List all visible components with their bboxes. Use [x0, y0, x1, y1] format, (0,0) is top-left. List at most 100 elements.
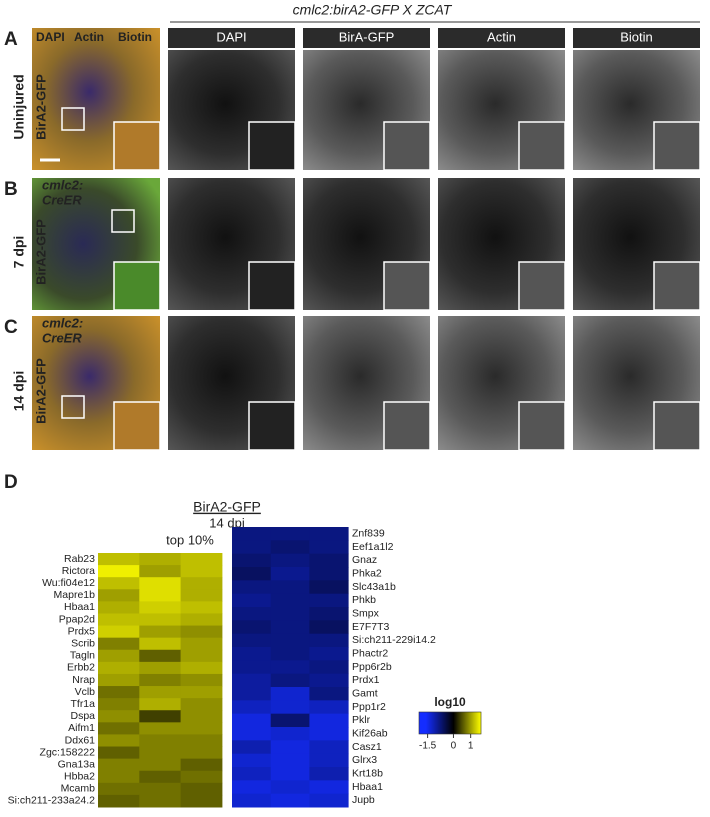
channel-header-box	[573, 28, 700, 48]
heatmap-cell	[139, 734, 182, 748]
heatmap-cell	[270, 780, 310, 795]
heatmap-cell	[270, 660, 310, 675]
channel-inset	[653, 121, 701, 171]
colorbar-step	[467, 712, 469, 734]
overlay-channel: Actin	[74, 30, 104, 44]
gene-label: Dspa	[70, 710, 95, 722]
heatmap-cell	[98, 613, 140, 627]
heatmap-cell	[180, 794, 223, 808]
driver-label: CreER	[42, 192, 82, 207]
overlay-inset	[113, 261, 161, 311]
heatmap-cell	[270, 673, 310, 688]
colorbar-step	[453, 712, 455, 734]
driver-label: cmlc2:	[42, 177, 83, 192]
gene-label: Pklr	[352, 714, 371, 726]
heatmap-cell	[232, 633, 272, 648]
gene-label: Eef1a1l2	[352, 541, 394, 553]
colorbar-step	[457, 712, 459, 734]
driver-label: CreER	[42, 330, 82, 345]
heatmap-cell	[270, 647, 310, 661]
gene-label: Si:ch211-229i14.2	[352, 634, 436, 646]
heatmap-cell	[180, 601, 223, 614]
roi-box	[61, 107, 85, 131]
colorbar-step	[456, 712, 458, 734]
heatmap-cell	[98, 698, 140, 711]
channel-inset	[248, 401, 296, 451]
heatmap-cell	[180, 746, 223, 760]
heatmap-cell	[98, 625, 140, 639]
channel-header: Biotin	[620, 29, 653, 44]
heatmap-cell	[180, 782, 223, 796]
heatmap-cell	[98, 637, 140, 651]
heatmap-cell	[270, 793, 310, 808]
heatmap-cell	[98, 661, 140, 675]
colorbar-step	[441, 712, 443, 734]
gene-label: Erbb2	[67, 662, 95, 674]
heatmap-cell	[270, 740, 310, 755]
panel-letter: A	[4, 29, 18, 50]
roi-box	[61, 395, 85, 419]
gene-label: Glrx3	[352, 754, 377, 766]
gene-label: Phactr2	[352, 647, 388, 659]
roi-box	[111, 209, 135, 233]
heatmap-cell	[232, 700, 272, 715]
heatmap-cell	[309, 580, 349, 595]
colorbar-step	[462, 712, 464, 734]
gene-label: Ppap2d	[59, 613, 95, 625]
colorbar-step	[463, 712, 465, 734]
colorbar-step	[466, 712, 468, 734]
heatmap-cell	[309, 753, 349, 768]
channel-header-box	[438, 28, 565, 48]
heatmap-cell	[232, 527, 272, 541]
colorbar-step	[455, 712, 457, 734]
gene-label: Rab23	[64, 553, 95, 565]
heatmap-cell	[98, 565, 140, 578]
heatmap-cell	[139, 722, 182, 735]
channel-inset	[383, 121, 431, 171]
heatmap-cell	[270, 540, 310, 555]
heatmap-cell	[180, 710, 223, 723]
colorbar-step	[436, 712, 438, 734]
heatmap-cell	[270, 553, 310, 568]
gene-label: Mapre1b	[54, 589, 96, 601]
colorbar-step	[476, 712, 478, 734]
heatmap-cell	[309, 553, 349, 568]
heatmap-cell	[139, 673, 182, 687]
channel-inset	[518, 121, 566, 171]
heatmap-cell	[309, 673, 349, 688]
colorbar-step	[443, 712, 445, 734]
colorbar-step	[432, 712, 434, 734]
channel-inset	[653, 261, 701, 311]
heatmap-cell	[180, 613, 223, 627]
gene-label: E7F7T3	[352, 621, 390, 633]
colorbar-step	[460, 712, 462, 734]
channel-inset	[248, 121, 296, 171]
heatmap-cell	[270, 593, 310, 608]
heatmap-cell	[180, 722, 223, 735]
channel-inset	[248, 261, 296, 311]
gene-label: Nrap	[72, 674, 95, 686]
colorbar-step	[464, 712, 466, 734]
heatmap-cell	[270, 607, 310, 621]
gene-label: Ddx61	[65, 734, 96, 746]
colorbar-step	[422, 712, 424, 734]
colorbar-step	[427, 712, 429, 734]
heatmap-cell	[232, 687, 272, 701]
heatmap-cell	[270, 767, 310, 781]
heatmap-cell	[139, 661, 182, 675]
heatmap-cell	[98, 601, 140, 614]
colorbar-step	[429, 712, 431, 734]
heatmap-cell	[180, 686, 223, 699]
heatmap-cell	[98, 589, 140, 602]
heatmap-cell	[309, 527, 349, 541]
colorbar-step	[469, 712, 471, 734]
heatmap-cell	[232, 593, 272, 608]
channel-header-box	[303, 28, 430, 48]
colorbar-step	[420, 712, 422, 734]
colorbar-step	[478, 712, 480, 734]
heatmap-cell	[270, 620, 310, 635]
colorbar-step	[473, 712, 475, 734]
heatmap-cell	[139, 589, 182, 602]
heatmap-cell	[98, 553, 140, 566]
panel-letter: D	[4, 472, 18, 493]
